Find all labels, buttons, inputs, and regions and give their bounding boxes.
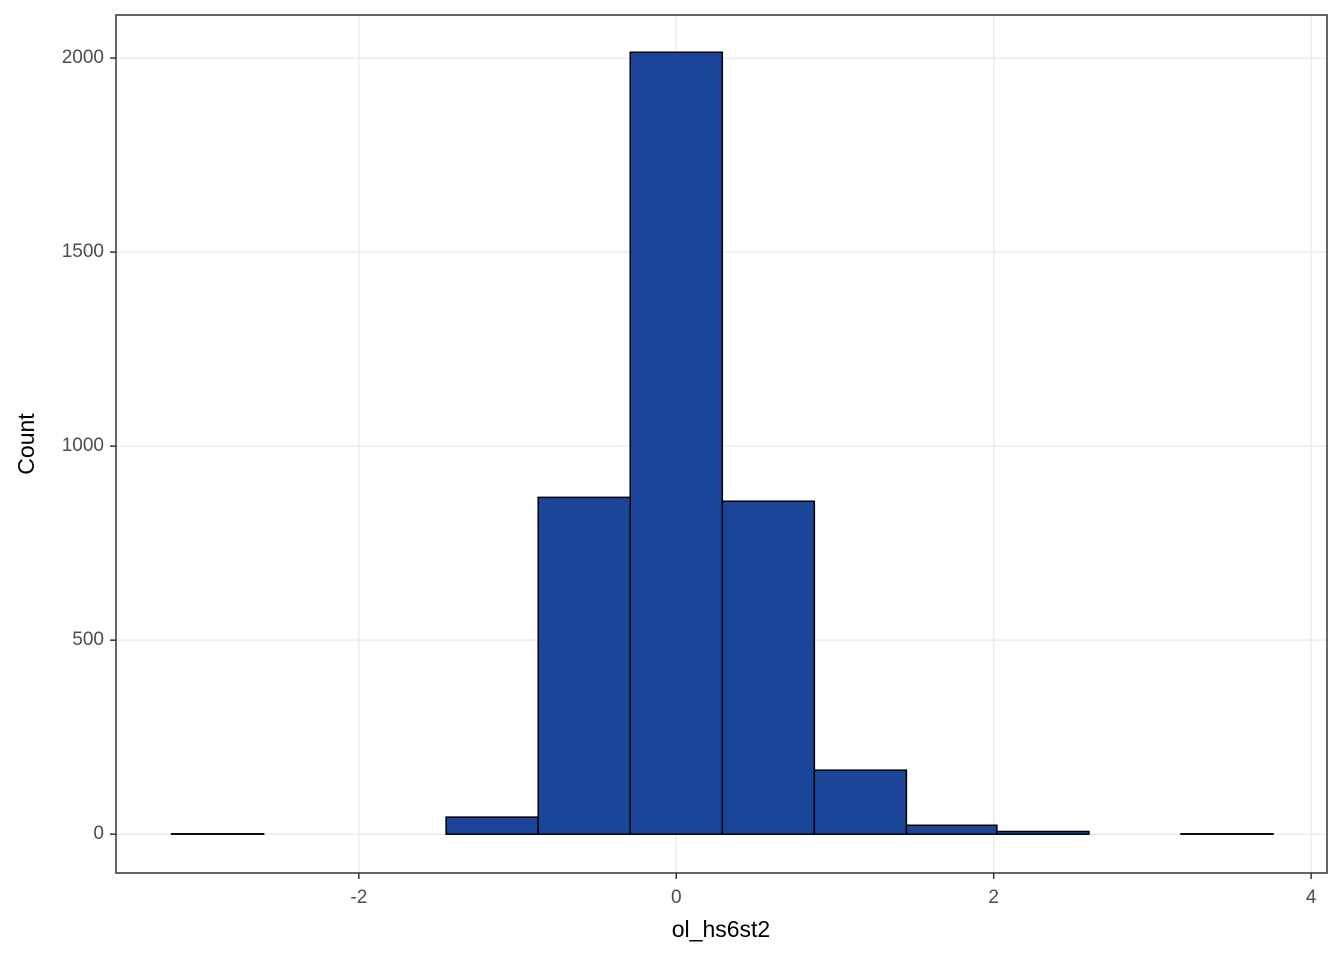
panel-border bbox=[115, 14, 1328, 874]
bar bbox=[721, 500, 816, 835]
y-tick-label: 500 bbox=[72, 629, 104, 650]
bar bbox=[537, 496, 631, 835]
bar bbox=[629, 51, 724, 835]
x-tick-label: 2 bbox=[988, 887, 999, 908]
y-tick-label: 1000 bbox=[62, 435, 104, 456]
x-tick-label: 0 bbox=[671, 887, 682, 908]
bar bbox=[905, 824, 998, 835]
bar bbox=[445, 816, 539, 835]
y-tick-label: 2000 bbox=[62, 47, 104, 68]
y-axis-label: Count bbox=[13, 413, 39, 475]
x-tick-label: -2 bbox=[350, 887, 367, 908]
x-axis-label: ol_hs6st2 bbox=[672, 916, 770, 942]
y-tick-label: 1500 bbox=[62, 241, 104, 262]
y-tick-label: 0 bbox=[93, 823, 104, 844]
bar bbox=[996, 830, 1090, 835]
bar bbox=[813, 769, 908, 835]
x-tick-label: 4 bbox=[1306, 887, 1317, 908]
